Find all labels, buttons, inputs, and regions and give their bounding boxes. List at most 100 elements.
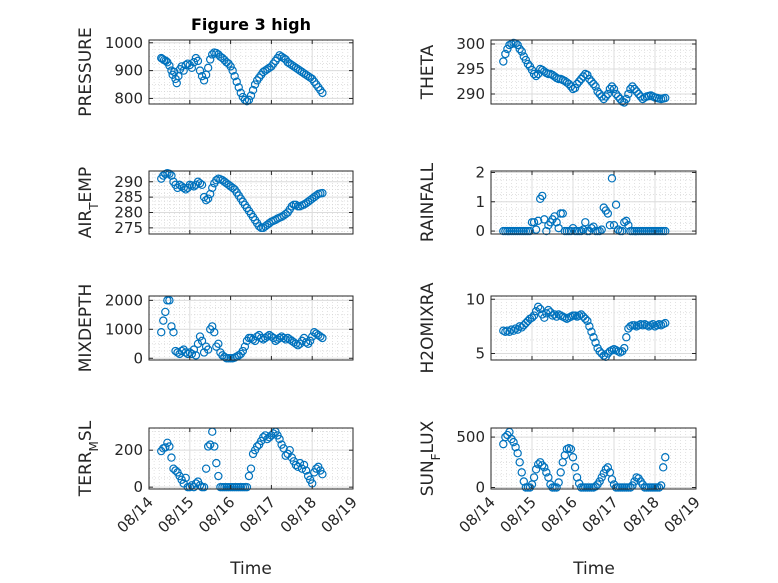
data-point xyxy=(295,458,305,468)
data-point xyxy=(533,216,543,226)
data-point xyxy=(620,343,629,353)
y-tick-label: 275 xyxy=(114,219,143,237)
data-point xyxy=(238,346,248,356)
y-tick-label: 1000 xyxy=(105,320,143,338)
data-point xyxy=(318,470,327,479)
y-axis-label-2: AIRTEMP xyxy=(76,167,101,238)
data-point xyxy=(187,63,197,73)
x-tick-label: 08/17 xyxy=(236,493,279,536)
data-point xyxy=(281,209,290,219)
data-point xyxy=(591,482,600,491)
data-point xyxy=(195,332,205,341)
data-point xyxy=(533,302,543,312)
data-point xyxy=(661,453,670,462)
data-point xyxy=(259,433,268,442)
data-point xyxy=(605,221,615,230)
y-tick-label: 285 xyxy=(114,188,143,206)
axes-box xyxy=(148,427,354,490)
data-point xyxy=(517,47,526,56)
y-axis-label-4: MIXDEPTH xyxy=(76,284,96,373)
y-tick-label: 1 xyxy=(475,193,485,211)
data-point xyxy=(189,58,199,67)
data-point xyxy=(661,93,670,103)
x-tick-label: 08/19 xyxy=(318,493,361,536)
data-point xyxy=(531,225,541,234)
data-point xyxy=(613,92,623,101)
data-point xyxy=(574,77,584,86)
x-axis-label-right: Time xyxy=(572,559,615,579)
data-point xyxy=(581,314,590,323)
data-point xyxy=(581,218,590,227)
data-point xyxy=(291,460,301,470)
data-point xyxy=(591,82,600,91)
data-point xyxy=(607,174,617,183)
data-point xyxy=(636,92,645,101)
data-point xyxy=(577,226,586,236)
data-point xyxy=(519,321,529,330)
data-point xyxy=(529,218,539,227)
y-axis-label-1: THETA xyxy=(418,44,438,100)
data-point xyxy=(585,74,594,84)
data-point xyxy=(305,336,315,346)
data-point xyxy=(624,89,633,99)
data-point xyxy=(531,465,541,474)
data-point xyxy=(275,434,284,444)
data-point xyxy=(529,473,539,482)
x-tick-label: 08/15 xyxy=(154,493,197,536)
data-point xyxy=(566,444,576,454)
data-point xyxy=(205,55,215,64)
x-tick-label: 08/19 xyxy=(661,493,704,536)
data-point xyxy=(589,333,598,342)
data-point xyxy=(281,335,290,344)
data-point xyxy=(556,468,565,477)
data-point xyxy=(599,469,608,478)
data-point xyxy=(203,194,213,203)
chart-panel-5: 5 10 H2OMIXRA xyxy=(418,282,697,374)
y-tick-label: 290 xyxy=(456,85,485,103)
figure-title: Figure 3 high xyxy=(191,15,311,34)
data-point xyxy=(597,473,606,482)
data-point xyxy=(208,183,217,193)
data-point xyxy=(228,183,237,193)
data-point xyxy=(316,332,325,341)
data-point xyxy=(540,313,549,322)
data-point xyxy=(585,322,594,331)
data-point xyxy=(246,91,256,100)
data-point xyxy=(254,222,264,231)
data-point xyxy=(169,327,178,337)
data-point xyxy=(591,338,600,347)
data-point xyxy=(208,322,217,331)
data-point xyxy=(263,332,272,341)
data-point xyxy=(159,171,168,180)
data-point xyxy=(181,185,190,194)
data-point xyxy=(201,195,211,205)
data-point xyxy=(181,473,190,483)
data-point xyxy=(622,216,631,226)
data-point xyxy=(597,225,606,234)
data-point xyxy=(203,63,213,73)
axes-box xyxy=(148,295,354,361)
data-point xyxy=(161,443,170,452)
data-point xyxy=(570,463,580,472)
data-point xyxy=(531,71,541,81)
data-point xyxy=(609,84,619,94)
data-point xyxy=(611,89,621,99)
data-point xyxy=(212,176,221,185)
y-axis-label-3: RAINFALL xyxy=(418,162,438,242)
data-point xyxy=(181,348,190,357)
data-point xyxy=(603,463,613,472)
x-tick-label: 08/16 xyxy=(195,493,238,536)
data-point xyxy=(624,221,633,230)
y-tick-label: 0 xyxy=(133,349,143,367)
data-point xyxy=(199,482,209,492)
data-point xyxy=(587,77,596,86)
data-point xyxy=(171,74,180,84)
data-point xyxy=(552,312,561,321)
data-point xyxy=(630,84,639,94)
data-point xyxy=(318,88,327,98)
y-tick-label: 0 xyxy=(475,478,485,496)
y-tick-label: 280 xyxy=(114,203,143,221)
y-tick-label: 900 xyxy=(114,62,143,80)
data-point xyxy=(570,83,580,93)
